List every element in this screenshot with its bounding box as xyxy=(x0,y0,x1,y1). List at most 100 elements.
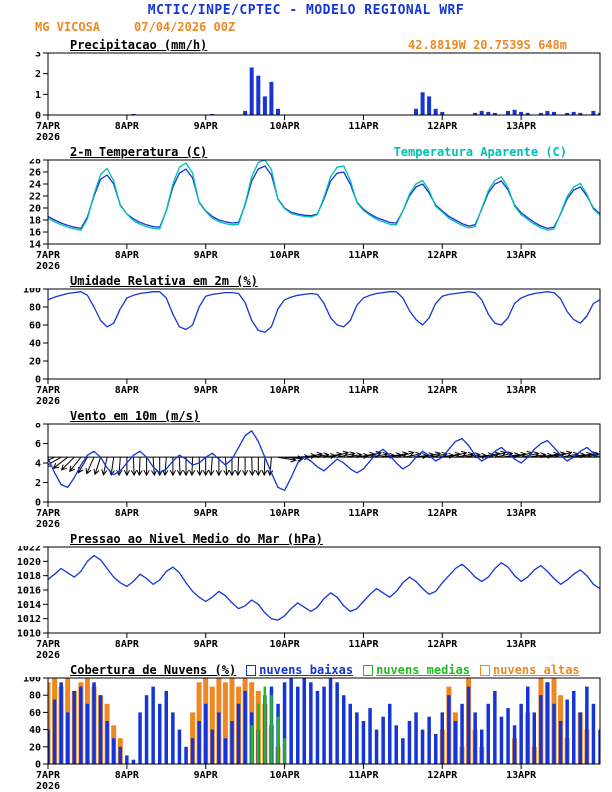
series-velocidade-vento xyxy=(48,430,600,491)
svg-text:8APR: 8APR xyxy=(115,250,140,261)
svg-text:9APR: 9APR xyxy=(194,121,219,132)
svg-text:13APR: 13APR xyxy=(506,250,537,261)
svg-text:9APR: 9APR xyxy=(194,250,219,261)
svg-text:1: 1 xyxy=(35,90,41,101)
series-pressao-nivel-mar xyxy=(48,554,600,621)
svg-text:0: 0 xyxy=(35,375,41,386)
panel-title-pressao: Pressao ao Nivel Medio do Mar (hPa) xyxy=(70,532,323,546)
svg-text:1016: 1016 xyxy=(17,586,41,597)
plot-area-pressao xyxy=(48,554,600,621)
svg-text:8APR: 8APR xyxy=(115,508,140,519)
svg-text:40: 40 xyxy=(29,725,41,736)
svg-text:12APR: 12APR xyxy=(427,639,458,650)
panel-title-umidade: Umidade Relativa em 2m (%) xyxy=(70,274,258,288)
svg-text:40: 40 xyxy=(29,339,41,350)
svg-text:7APR: 7APR xyxy=(36,250,61,261)
svg-text:9APR: 9APR xyxy=(194,639,219,650)
svg-text:11APR: 11APR xyxy=(348,385,379,396)
svg-text:2026: 2026 xyxy=(36,519,60,529)
svg-text:2: 2 xyxy=(35,69,41,80)
plot-area-umidade xyxy=(48,291,600,333)
svg-text:3: 3 xyxy=(35,52,41,60)
panel-head-nuvens: Cobertura de Nuvens (%) nuvens baixas nu… xyxy=(70,663,604,677)
svg-text:9APR: 9APR xyxy=(194,770,219,781)
panel-head-pressao: Pressao ao Nivel Medio do Mar (hPa) xyxy=(70,532,567,546)
nuvens-altas-label: nuvens altas xyxy=(493,663,580,677)
svg-text:11APR: 11APR xyxy=(348,639,379,650)
panel-title-vento: Vento em 10m (m/s) xyxy=(70,409,201,423)
svg-text:80: 80 xyxy=(29,691,41,702)
nuvens-altas-swatch-icon xyxy=(480,664,491,676)
legend-nuvens-medias: nuvens medias xyxy=(363,663,470,677)
svg-text:7APR: 7APR xyxy=(36,770,61,781)
svg-text:20: 20 xyxy=(29,742,41,753)
svg-text:7APR: 7APR xyxy=(36,385,61,396)
svg-text:2026: 2026 xyxy=(36,396,60,406)
svg-text:10APR: 10APR xyxy=(270,639,301,650)
svg-text:60: 60 xyxy=(29,708,41,719)
svg-text:2026: 2026 xyxy=(36,781,60,791)
y-axis-nuvens: 0 20 40 60 80 100 xyxy=(23,677,48,771)
svg-text:28: 28 xyxy=(29,159,41,167)
svg-text:12APR: 12APR xyxy=(427,508,458,519)
plot-border-temp xyxy=(47,159,601,245)
plot-area-vento xyxy=(48,430,600,491)
svg-text:1010: 1010 xyxy=(17,629,41,640)
svg-text:8APR: 8APR xyxy=(115,385,140,396)
svg-text:2026: 2026 xyxy=(36,132,60,142)
svg-text:13APR: 13APR xyxy=(506,770,537,781)
plot-border-vento xyxy=(47,423,601,503)
svg-text:8APR: 8APR xyxy=(115,121,140,132)
svg-text:1014: 1014 xyxy=(17,600,41,611)
y-axis-pressao: 1010 1012 1014 1016 1018 1020 1022 xyxy=(17,546,48,640)
svg-text:24: 24 xyxy=(29,180,41,191)
svg-text:100: 100 xyxy=(23,677,41,685)
svg-text:13APR: 13APR xyxy=(506,385,537,396)
svg-text:0: 0 xyxy=(35,498,41,509)
svg-text:80: 80 xyxy=(29,303,41,314)
svg-text:10APR: 10APR xyxy=(270,250,301,261)
panel-title-precip: Precipitacao (mm/h) xyxy=(70,38,208,52)
plot-border-umidade xyxy=(47,288,601,380)
svg-text:100: 100 xyxy=(23,288,41,296)
svg-text:18: 18 xyxy=(29,216,41,227)
svg-text:1018: 1018 xyxy=(17,571,41,582)
svg-text:10APR: 10APR xyxy=(270,770,301,781)
plot-area-nuvens xyxy=(48,678,600,764)
svg-text:2026: 2026 xyxy=(36,261,60,271)
svg-text:0: 0 xyxy=(35,760,41,771)
svg-text:16: 16 xyxy=(29,228,41,239)
svg-text:2026: 2026 xyxy=(36,650,60,660)
svg-text:26: 26 xyxy=(29,168,41,179)
nuvens-medias-label: nuvens medias xyxy=(376,663,471,677)
panel-head-precip: Precipitacao (mm/h) 42.8819W 20.7539S 64… xyxy=(70,38,567,52)
svg-text:10APR: 10APR xyxy=(270,121,301,132)
svg-text:11APR: 11APR xyxy=(348,770,379,781)
svg-text:10APR: 10APR xyxy=(270,508,301,519)
y-axis-vento: 0 2 4 6 8 xyxy=(35,423,48,509)
run-datetime-label: 07/04/2026 00Z xyxy=(134,20,236,34)
panel-head-umidade: Umidade Relativa em 2m (%) xyxy=(70,274,567,288)
svg-text:8: 8 xyxy=(35,423,41,431)
y-axis-umidade: 0 20 40 60 80 100 xyxy=(23,288,48,386)
plot-area-precip xyxy=(131,67,600,115)
plot-border-nuvens xyxy=(47,677,601,765)
svg-text:2: 2 xyxy=(35,478,41,489)
svg-text:7APR: 7APR xyxy=(36,508,61,519)
svg-text:1012: 1012 xyxy=(17,614,41,625)
svg-text:7APR: 7APR xyxy=(36,121,61,132)
plot-border-precip xyxy=(47,52,601,116)
y-axis-precip: 0 1 2 3 xyxy=(35,52,48,122)
svg-text:10APR: 10APR xyxy=(270,385,301,396)
panel-head-temp: 2-m Temperatura (C) Temperatura Aparente… xyxy=(70,145,567,159)
legend-nuvens-altas: nuvens altas xyxy=(480,663,580,677)
plot-area-temp xyxy=(48,160,600,231)
